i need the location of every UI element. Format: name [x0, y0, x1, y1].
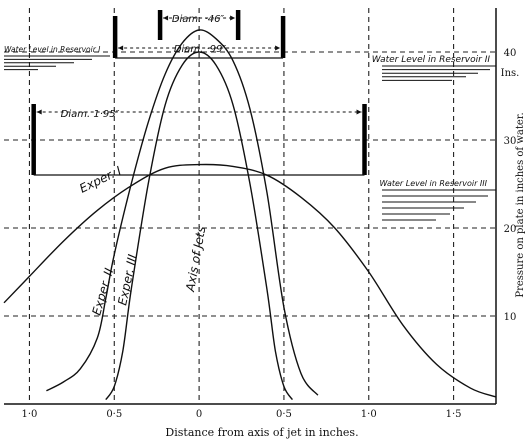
diam-099-arrow-right — [275, 45, 281, 51]
water-level-i-label: Water Level in Reservoir I — [4, 45, 101, 54]
water-level-iii-label: Water Level in Reservoir III — [379, 179, 487, 188]
series-layer — [3, 29, 497, 401]
y-tick-label-0: 10 — [504, 312, 517, 323]
diam-099-label: Diam. ·99″ — [174, 44, 227, 55]
x-tick-label-2: 0 — [196, 409, 202, 420]
diam-046-label: Diam. ·46″ — [172, 14, 225, 25]
diam-195-arrow-right — [356, 109, 362, 115]
series-line-exper-ii — [46, 29, 319, 396]
axes: 1·0 0·5 0 0·5 1·0 1·5 10 20 30 40 — [4, 8, 516, 420]
y-tick-label-1: 20 — [504, 224, 517, 235]
x-tick-label-1: 0·5 — [106, 409, 122, 420]
x-tick-label-5: 1·5 — [446, 409, 462, 420]
y-tick-label-2: 30 — [504, 136, 517, 147]
series-label-exper-i: Exper. I — [77, 163, 124, 195]
y-unit-label: Ins. — [501, 68, 520, 79]
diam-046-arrow-left — [163, 15, 169, 21]
x-tick-label-3: 0·5 — [276, 409, 292, 420]
diam-195-label: Diam. 1·95″ — [61, 109, 120, 120]
diam-195-arrow-left — [36, 109, 42, 115]
water-level-ii-label: Water Level in Reservoir II — [372, 55, 491, 65]
x-tick-label-0: 1·0 — [21, 409, 37, 420]
series-line-exper-iii — [105, 51, 293, 401]
diam-046-arrow-right — [230, 15, 236, 21]
series-label-exper-ii: Exper. II — [89, 266, 116, 317]
series-line-exper-i — [3, 163, 497, 398]
x-tick-label-4: 1·0 — [361, 409, 377, 420]
nozzle-diagram — [4, 10, 496, 221]
x-axis-label: Distance from axis of jet in inches. — [165, 426, 358, 439]
grid — [4, 8, 496, 404]
y-axis-label: Pressure on plate in inches of water. — [515, 112, 526, 297]
y-tick-label-3: 40 — [504, 48, 517, 59]
diam-099-arrow-left — [118, 45, 124, 51]
axis-of-jets-label: Axis of Jets — [183, 225, 208, 293]
series-label-exper-iii: Exper. III — [115, 253, 140, 307]
